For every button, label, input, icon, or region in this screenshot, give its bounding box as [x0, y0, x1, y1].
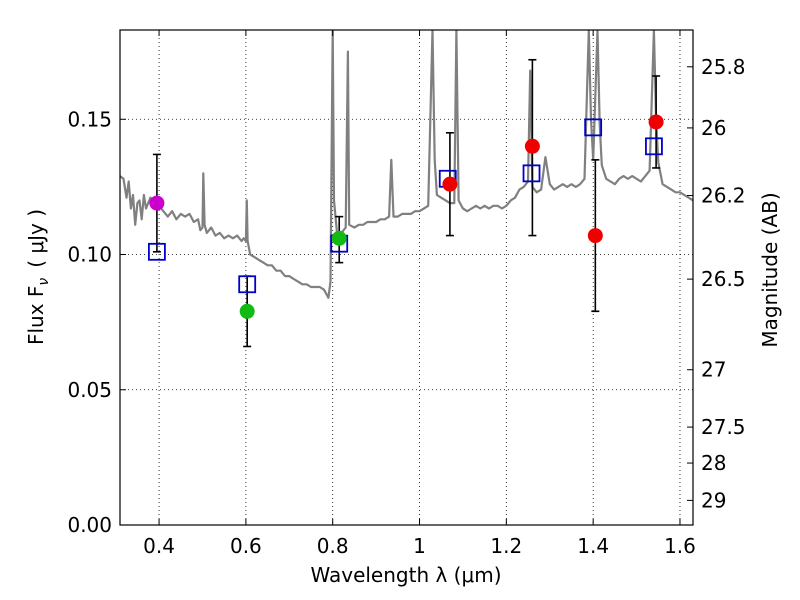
- y-tick-label: 0.10: [67, 243, 112, 267]
- x-tick-label: 1: [413, 534, 426, 558]
- y-axis: 0.00 0.05 0.10 0.15: [67, 107, 126, 537]
- x-tick-label: 0.6: [230, 534, 262, 558]
- observed-points: [149, 114, 664, 319]
- x-axis: 0.4 0.6 0.8 1 1.2 1.4 1.6: [143, 30, 696, 558]
- observed-point: [331, 230, 347, 246]
- y2-tick-label: 25.8: [701, 55, 746, 79]
- x-tick-label: 0.4: [143, 534, 175, 558]
- y2-tick-label: 27: [701, 358, 726, 382]
- grid: [120, 30, 693, 525]
- y-axis-title-main: Flux F: [24, 286, 48, 345]
- observed-point: [524, 138, 540, 154]
- x-axis-title: Wavelength λ (μm): [310, 563, 501, 587]
- observed-point: [587, 228, 603, 244]
- x-tick-label: 1.2: [490, 534, 522, 558]
- spectrum-line: [120, 30, 693, 299]
- x-tick-label: 1.4: [577, 534, 609, 558]
- y2-tick-label: 28: [701, 451, 726, 475]
- x-tick-label: 1.6: [664, 534, 696, 558]
- model-point: [238, 275, 257, 294]
- y-axis-title: Flux Fν ( μJy ): [24, 209, 52, 345]
- observed-point: [442, 176, 458, 192]
- observed-point: [648, 114, 664, 130]
- y2-tick-label: 26: [701, 116, 726, 140]
- model-point: [584, 118, 603, 137]
- y-tick-label: 0.05: [67, 378, 112, 402]
- model-point: [147, 242, 166, 261]
- model-point: [522, 164, 541, 183]
- error-bars: [152, 58, 661, 348]
- model-points: [147, 118, 663, 294]
- y-tick-label: 0.00: [67, 513, 112, 537]
- y-axis-title-sub: ν: [36, 278, 52, 286]
- plot-frame: [119, 29, 694, 526]
- model-spectrum: [120, 30, 693, 299]
- y2-axis: 25.8 26 26.2 26.5 27 27.5 28 29: [687, 55, 746, 512]
- observed-point: [239, 303, 255, 319]
- y2-tick-label: 26.2: [701, 184, 746, 208]
- observed-point: [149, 195, 165, 211]
- y2-tick-label: 26.5: [701, 267, 746, 291]
- y-tick-label: 0.15: [67, 107, 112, 131]
- model-point: [645, 137, 663, 156]
- y2-tick-label: 27.5: [701, 415, 746, 439]
- x-tick-label: 0.8: [317, 534, 349, 558]
- y2-axis-title: Magnitude (AB): [758, 192, 782, 347]
- y-axis-title-unit: ( μJy ): [24, 209, 48, 268]
- y2-tick-label: 29: [701, 488, 726, 512]
